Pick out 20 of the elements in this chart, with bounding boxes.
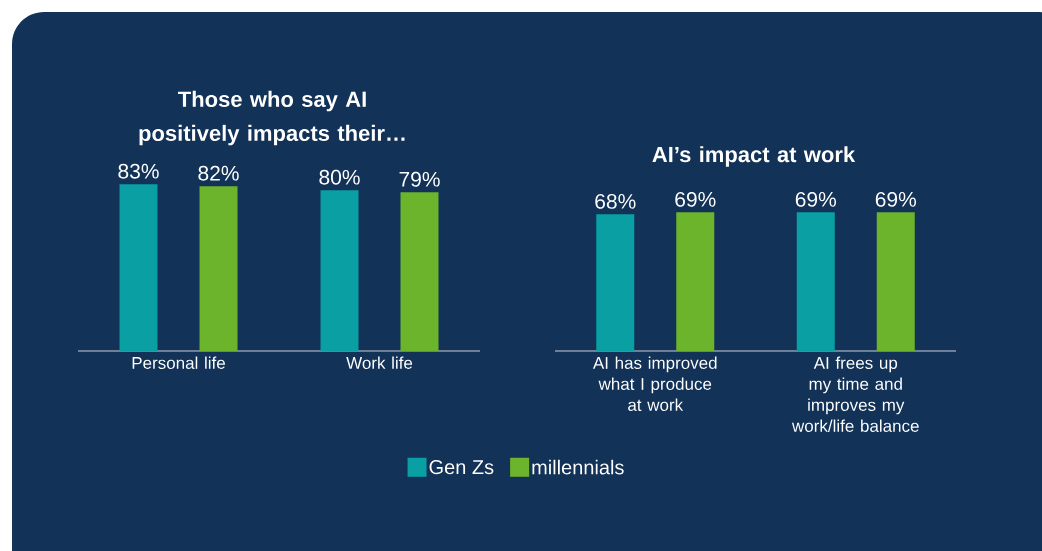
data-label: 69% <box>675 191 716 207</box>
data-label: 80% <box>319 169 360 185</box>
bar <box>320 190 359 351</box>
data-label: 69% <box>795 191 837 207</box>
x-tick-label: Personal life <box>132 356 225 369</box>
data-label: 69% <box>875 191 917 207</box>
chart-title: Those who say AI positively impacts their… <box>139 90 405 146</box>
data-label: 68% <box>595 193 636 209</box>
data-label: 82% <box>198 165 239 181</box>
x-tick-label: Work life <box>346 356 413 369</box>
bar <box>400 192 439 351</box>
legend-label: Gen Zs <box>429 460 494 475</box>
bar <box>119 184 158 351</box>
bar <box>199 186 238 351</box>
chart-title: AI’s impact at work <box>652 146 856 167</box>
x-tick-label: AI has improved what I produce at work <box>592 356 717 411</box>
data-label: 83% <box>118 163 159 179</box>
legend-label: millennials <box>532 459 624 475</box>
x-tick-label: AI frees up my time and improves my work/life balance <box>791 356 919 432</box>
data-label: 79% <box>399 171 440 187</box>
